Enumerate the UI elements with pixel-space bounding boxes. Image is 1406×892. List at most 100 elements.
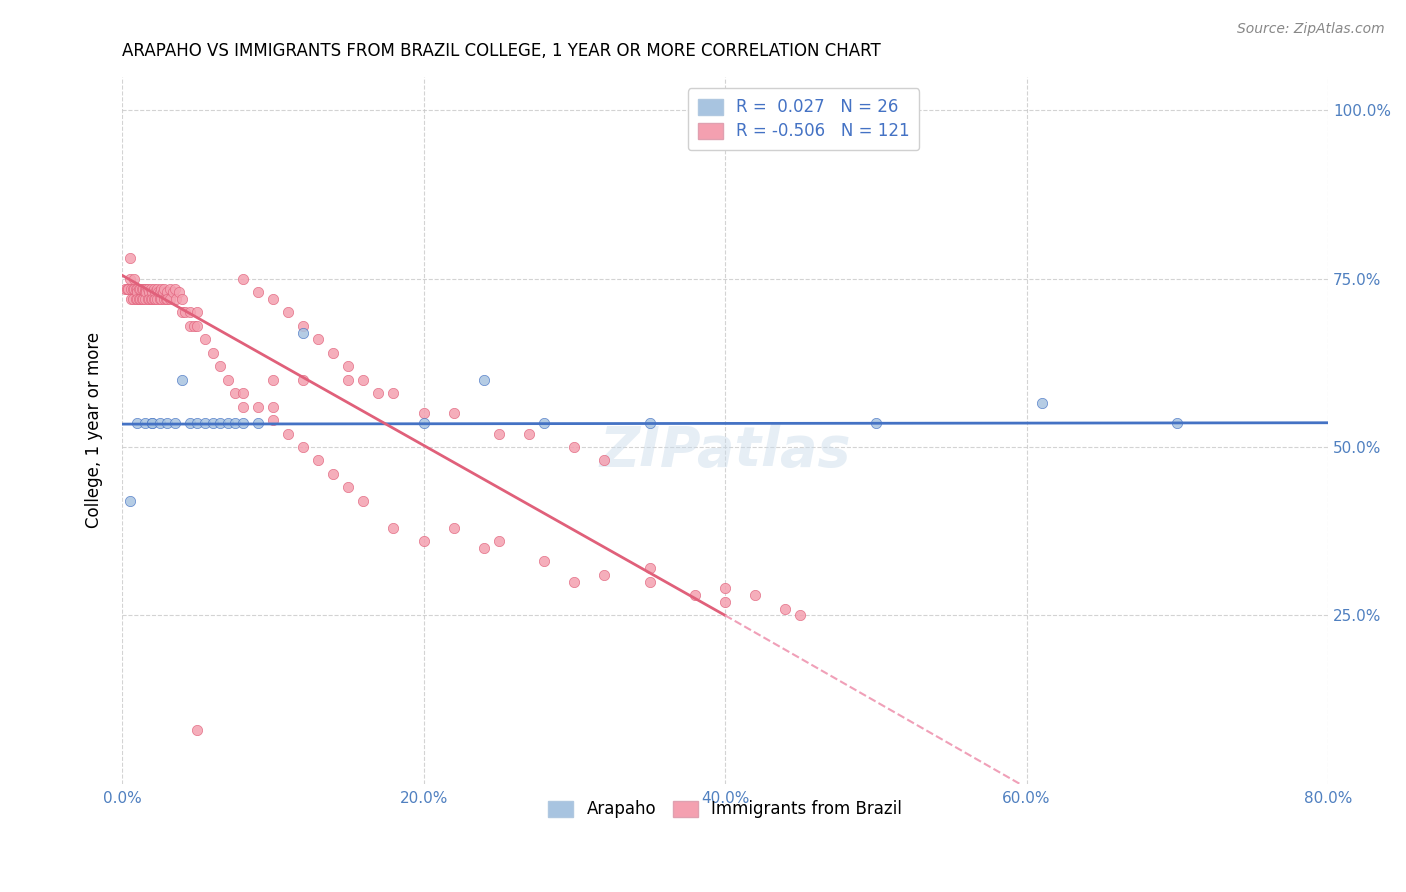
- Point: [443, 521, 465, 535]
- Point: [156, 417, 179, 431]
- Point: [443, 406, 465, 420]
- Point: [163, 417, 186, 431]
- Point: [148, 285, 170, 299]
- Point: [129, 282, 152, 296]
- Point: [277, 305, 299, 319]
- Point: [169, 285, 191, 299]
- Point: [139, 282, 162, 296]
- Point: [186, 318, 208, 333]
- Point: [262, 400, 284, 414]
- Point: [118, 252, 141, 266]
- Point: [165, 292, 187, 306]
- Point: [136, 292, 159, 306]
- Point: [136, 282, 159, 296]
- Point: [155, 292, 177, 306]
- Point: [153, 282, 176, 296]
- Point: [352, 373, 374, 387]
- Point: [209, 417, 232, 431]
- Point: [131, 292, 153, 306]
- Point: [127, 285, 149, 299]
- Text: ZIPatlas: ZIPatlas: [599, 425, 851, 478]
- Point: [149, 417, 172, 431]
- Point: [128, 292, 150, 306]
- Point: [118, 494, 141, 508]
- Point: [134, 282, 156, 296]
- Point: [412, 417, 434, 431]
- Point: [122, 271, 145, 285]
- Point: [714, 595, 737, 609]
- Point: [124, 292, 146, 306]
- Point: [262, 373, 284, 387]
- Point: [179, 318, 201, 333]
- Point: [382, 521, 405, 535]
- Point: [683, 588, 706, 602]
- Point: [134, 285, 156, 299]
- Point: [472, 373, 495, 387]
- Point: [134, 417, 156, 431]
- Point: [127, 282, 149, 296]
- Point: [638, 574, 661, 589]
- Point: [118, 271, 141, 285]
- Point: [865, 417, 887, 431]
- Point: [135, 285, 157, 299]
- Point: [201, 417, 224, 431]
- Point: [277, 426, 299, 441]
- Point: [533, 554, 555, 568]
- Point: [139, 292, 162, 306]
- Point: [149, 292, 172, 306]
- Point: [775, 601, 797, 615]
- Point: [224, 386, 246, 401]
- Point: [307, 453, 329, 467]
- Point: [232, 400, 254, 414]
- Point: [128, 282, 150, 296]
- Point: [246, 417, 269, 431]
- Point: [127, 292, 149, 306]
- Point: [562, 574, 585, 589]
- Point: [533, 417, 555, 431]
- Point: [124, 282, 146, 296]
- Point: [172, 292, 194, 306]
- Point: [132, 292, 155, 306]
- Y-axis label: College, 1 year or more: College, 1 year or more: [86, 332, 103, 528]
- Point: [143, 285, 166, 299]
- Point: [186, 723, 208, 737]
- Point: [382, 386, 405, 401]
- Point: [172, 373, 194, 387]
- Point: [186, 417, 208, 431]
- Point: [593, 453, 616, 467]
- Point: [132, 282, 155, 296]
- Point: [217, 417, 239, 431]
- Point: [131, 282, 153, 296]
- Point: [638, 561, 661, 575]
- Point: [593, 568, 616, 582]
- Point: [322, 467, 344, 481]
- Point: [179, 417, 201, 431]
- Point: [262, 292, 284, 306]
- Point: [291, 326, 314, 340]
- Point: [156, 285, 179, 299]
- Point: [217, 373, 239, 387]
- Point: [156, 292, 179, 306]
- Point: [117, 282, 139, 296]
- Point: [135, 282, 157, 296]
- Point: [114, 282, 136, 296]
- Point: [127, 417, 149, 431]
- Point: [412, 534, 434, 549]
- Point: [201, 345, 224, 359]
- Point: [562, 440, 585, 454]
- Point: [122, 282, 145, 296]
- Point: [337, 480, 360, 494]
- Point: [121, 292, 143, 306]
- Point: [183, 318, 205, 333]
- Point: [138, 292, 160, 306]
- Point: [194, 417, 217, 431]
- Point: [159, 292, 181, 306]
- Point: [145, 292, 167, 306]
- Point: [163, 282, 186, 296]
- Point: [120, 282, 142, 296]
- Point: [322, 345, 344, 359]
- Point: [232, 417, 254, 431]
- Point: [159, 282, 181, 296]
- Point: [472, 541, 495, 555]
- Point: [232, 271, 254, 285]
